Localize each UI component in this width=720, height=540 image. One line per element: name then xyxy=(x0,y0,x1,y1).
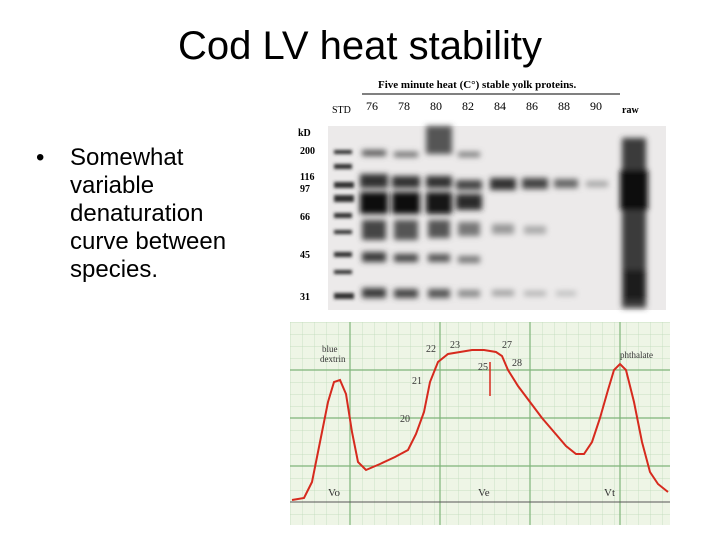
temp-label-80: 80 xyxy=(430,99,442,113)
std-label: STD xyxy=(332,105,351,116)
bullet-dot-icon: • xyxy=(36,144,45,171)
fraction-27: 27 xyxy=(502,340,512,351)
phthalate-label: phthalate xyxy=(620,350,653,360)
bullet-text: Somewhat variable denaturation curve bet… xyxy=(70,144,227,283)
vo-label: Vo xyxy=(328,487,341,499)
bullet-list: • Somewhat variable denaturation curve b… xyxy=(36,144,256,284)
marker-label-31: 31 xyxy=(300,292,310,303)
temp-label-90: 90 xyxy=(590,99,602,113)
absorbance-trace xyxy=(291,349,669,501)
fraction-21: 21 xyxy=(412,376,422,387)
fraction-25: 25 xyxy=(478,362,488,373)
sample-lanes xyxy=(360,126,648,308)
marker-label-66: 66 xyxy=(300,212,310,223)
fraction-labels: 20 21 22 23 25 27 28 xyxy=(400,340,522,425)
major-gridlines xyxy=(290,322,670,525)
temp-label-88: 88 xyxy=(558,99,570,113)
ve-label: Ve xyxy=(478,487,490,499)
temp-label-84: 84 xyxy=(494,99,506,113)
chromatogram-image: blue dextrin phthalate Vo Ve Vt 20 21 22… xyxy=(290,322,670,525)
blue-label: blue xyxy=(322,344,338,354)
temp-label-82: 82 xyxy=(462,99,474,113)
marker-label-200: 200 xyxy=(300,146,315,157)
marker-label-45: 45 xyxy=(300,250,310,261)
raw-label: raw xyxy=(622,105,639,116)
vt-label: Vt xyxy=(604,487,615,499)
dextrin-label: dextrin xyxy=(320,354,346,364)
slide-title: Cod LV heat stability xyxy=(178,24,542,68)
std-ladder xyxy=(334,150,354,299)
fraction-23: 23 xyxy=(450,340,460,351)
bullet-item: • Somewhat variable denaturation curve b… xyxy=(36,144,256,284)
fraction-22: 22 xyxy=(426,344,436,355)
marker-label-116: 116 xyxy=(300,172,314,183)
kd-label: kD xyxy=(298,128,311,139)
gel-image: Five minute heat (C°) stable yolk protei… xyxy=(290,70,670,320)
fraction-28: 28 xyxy=(512,358,522,369)
temp-label-78: 78 xyxy=(398,99,410,113)
gel-heading: Five minute heat (C°) stable yolk protei… xyxy=(378,79,576,91)
temp-label-86: 86 xyxy=(526,99,538,113)
temp-label-76: 76 xyxy=(366,99,378,113)
marker-label-97: 97 xyxy=(300,184,310,195)
fraction-20: 20 xyxy=(400,414,410,425)
